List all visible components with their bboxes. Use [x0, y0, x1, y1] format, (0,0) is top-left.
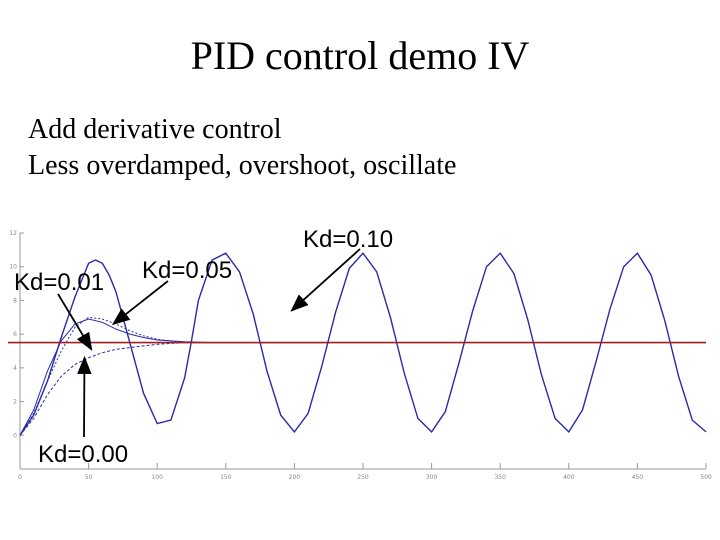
x-tick-label: 0 — [18, 474, 22, 481]
bullet-item: Less overdamped, overshoot, oscillate — [28, 150, 457, 181]
y-tick-label: 0 — [13, 432, 17, 439]
bullet-item: Add derivative control — [28, 114, 282, 145]
x-tick-label: 400 — [563, 474, 575, 481]
step-response-chart: 0 50 100 150 200 250 300 350 400 450 500 0 2 4 6 8 10 12 K… — [8, 226, 712, 481]
y-tick-label: 12 — [9, 230, 17, 237]
annotation-label-kd-0-01: Kd=0.01 — [14, 269, 104, 296]
x-tick-label: 300 — [426, 474, 438, 481]
x-tick-label: 200 — [289, 474, 301, 481]
annotation-label-kd-0-10: Kd=0.10 — [303, 226, 393, 253]
annotation-label-kd-0-00: Kd=0.00 — [38, 441, 128, 468]
series-line-kd-0-05 — [19, 316, 322, 436]
y-tick-label: 4 — [13, 365, 17, 372]
series-line-kd-0-00 — [19, 342, 322, 436]
slide-title: PID control demo IV — [190, 33, 530, 78]
x-tick-label: 150 — [220, 474, 232, 481]
annotation-arrow-kd-0-05 — [111, 280, 169, 326]
annotation-arrow-kd-0-10 — [290, 248, 361, 312]
bullet-list: Add derivative control Less overdamped, … — [28, 112, 456, 184]
series-line-kd-0-10 — [19, 252, 707, 436]
y-tick-label: 6 — [13, 331, 17, 338]
x-tick-label: 450 — [632, 474, 644, 481]
x-tick-label: 50 — [85, 474, 93, 481]
x-tick-label: 250 — [357, 474, 369, 481]
annotation-arrow-kd-0-01 — [57, 293, 93, 351]
annotation-label-kd-0-05: Kd=0.05 — [142, 257, 232, 284]
x-tick-label: 100 — [151, 474, 163, 481]
y-tick-label: 10 — [9, 264, 17, 271]
x-tick-label: 350 — [494, 474, 506, 481]
y-tick-label: 8 — [13, 297, 17, 304]
x-tick-label: 500 — [700, 474, 712, 481]
y-tick-label: 2 — [13, 399, 17, 406]
